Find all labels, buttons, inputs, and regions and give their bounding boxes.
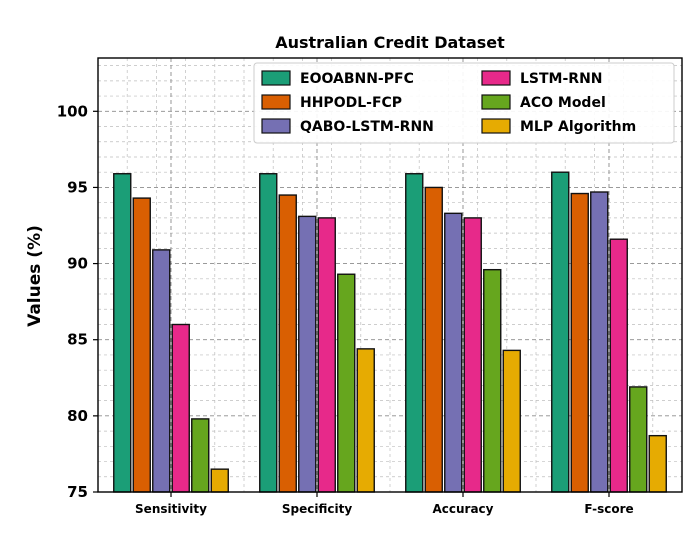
bar	[171, 323, 190, 493]
legend-box	[253, 62, 675, 144]
bar	[191, 418, 210, 493]
chart-title: Australian Credit Dataset	[275, 33, 505, 52]
y-tick-label: 80	[67, 407, 88, 425]
legend-label: EOOABNN-PFC	[300, 71, 414, 87]
bar	[405, 173, 424, 493]
bar	[278, 194, 297, 493]
x-axis-ticks: Sensitivity Specificity Accuracy F-score	[135, 492, 634, 516]
legend-label: QABO-LSTM-RNN	[300, 119, 434, 135]
bar	[113, 173, 132, 493]
y-tick-label: 100	[57, 102, 88, 120]
bar	[210, 468, 229, 493]
bar	[298, 215, 317, 493]
bar	[551, 171, 570, 493]
bar	[424, 186, 443, 493]
bar	[259, 173, 278, 493]
x-tick-label: Specificity	[282, 502, 352, 516]
bar-series	[113, 171, 667, 493]
legend-swatch	[261, 118, 291, 134]
legend: EOOABNN-PFC HHPODL-FCP QABO-LSTM-RNN LSTM-R…	[253, 62, 675, 144]
y-tick-label: 90	[67, 255, 88, 273]
legend-swatch	[481, 70, 511, 86]
bar	[629, 386, 648, 493]
legend-swatch	[261, 70, 291, 86]
y-tick-label: 95	[67, 178, 88, 196]
bar	[502, 349, 521, 493]
legend-swatch	[261, 94, 291, 110]
legend-label: HHPODL-FCP	[300, 95, 402, 111]
y-tick-label: 85	[67, 331, 88, 349]
bar	[337, 273, 356, 493]
legend-swatch	[481, 118, 511, 134]
y-tick-label: 75	[67, 483, 88, 501]
bar	[463, 217, 482, 493]
bar	[483, 268, 502, 493]
y-axis-label: Values (%)	[25, 225, 45, 327]
bar	[648, 434, 667, 493]
plot-frame	[97, 57, 683, 493]
x-tick-label: Sensitivity	[135, 502, 207, 516]
bar	[609, 238, 628, 493]
legend-swatch	[481, 94, 511, 110]
bar	[152, 249, 171, 493]
x-tick-label: F-score	[584, 502, 633, 516]
bar	[317, 217, 336, 493]
x-tick-label: Accuracy	[432, 502, 493, 516]
legend-label: LSTM-RNN	[520, 71, 603, 87]
y-axis-ticks: 75 80 85 90 95 100	[57, 102, 98, 501]
bar	[132, 197, 151, 493]
bar	[590, 191, 609, 493]
bar	[444, 212, 463, 493]
bar	[356, 348, 375, 493]
legend-label: MLP Algorithm	[520, 119, 636, 135]
legend-label: ACO Model	[520, 95, 606, 111]
bar	[570, 192, 589, 493]
